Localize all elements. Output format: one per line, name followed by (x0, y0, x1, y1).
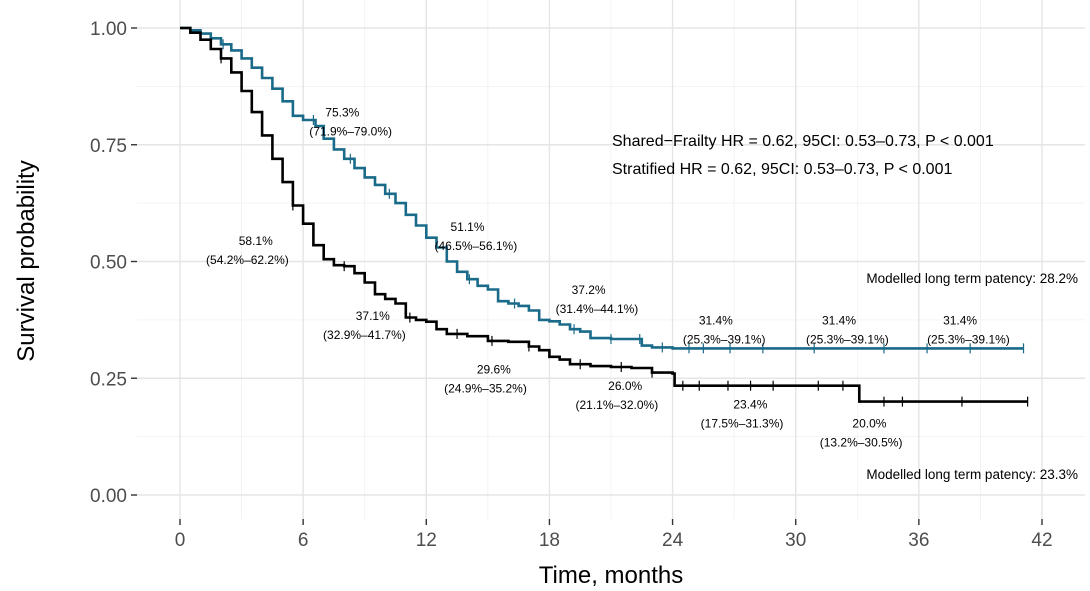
annotation-label: 37.2% (31.4%–44.1%) (556, 283, 639, 316)
grid (137, 0, 1085, 519)
x-tick-label: 18 (539, 530, 560, 551)
annotation-label: 75.3% (71.9%–79.0%) (309, 106, 392, 139)
annotation-ci: (24.9%–35.2%) (444, 382, 527, 396)
y-axis-title: Survival probability (13, 160, 40, 361)
y-tick-label: 1.00 (90, 19, 127, 40)
annotation-estimate: 29.6% (477, 363, 511, 377)
annotation-label: 20.0% (13.2%–30.5%) (820, 416, 903, 449)
annotation-label: 31.4% (25.3%–39.1%) (927, 314, 1010, 347)
annotation-estimate: 23.4% (733, 398, 767, 412)
annotation-estimate: 31.4% (822, 314, 856, 328)
annotation-ci: (31.4%–44.1%) (556, 302, 639, 316)
axes: 0 6 12 18 24 30 36 42 0.00 0.25 0.50 0.75 1.00 (90, 19, 1053, 551)
annotation-label: 31.4% (25.3%–39.1%) (683, 314, 766, 347)
y-tick-label: 0.00 (90, 486, 127, 507)
x-tick-label: 6 (298, 530, 309, 551)
x-tick-label: 12 (416, 530, 437, 551)
annotation-ci: (25.3%–39.1%) (806, 333, 889, 347)
annotation-estimate: 31.4% (943, 314, 977, 328)
y-tick-label: 0.75 (90, 136, 127, 157)
annotation-estimate: 58.1% (239, 234, 273, 248)
patency-note-2: Modelled long term patency: 23.3% (866, 467, 1078, 482)
annotation-ci: (46.5%–56.1%) (434, 239, 517, 253)
annotation-ci: (54.2%–62.2%) (206, 253, 289, 267)
annotation-label: 31.4% (25.3%–39.1%) (806, 314, 889, 347)
x-tick-label: 30 (785, 530, 806, 551)
x-tick-label: 0 (175, 530, 186, 551)
annotation-ci: (71.9%–79.0%) (309, 125, 392, 139)
annotation-ci: (17.5%–31.3%) (701, 417, 784, 431)
x-tick-label: 36 (908, 530, 929, 551)
annotation-label: 29.6% (24.9%–35.2%) (444, 363, 527, 396)
annotation-estimate: 31.4% (699, 314, 733, 328)
survival-curves (180, 26, 1029, 407)
survival-curve-2 (180, 26, 1028, 403)
annotation-ci: (25.3%–39.1%) (927, 333, 1010, 347)
annotation-label: 23.4% (17.5%–31.3%) (701, 398, 784, 431)
time-point-annotations: 75.3% (71.9%–79.0%) 58.1% (54.2%–62.2%) 51.1… (206, 106, 1078, 482)
y-tick-label: 0.50 (90, 253, 127, 274)
annotation-ci: (13.2%–30.5%) (820, 435, 903, 449)
annotation-estimate: 26.0% (608, 379, 642, 393)
annotation-ci: (21.1%–32.0%) (575, 398, 658, 412)
x-tick-label: 42 (1031, 530, 1052, 551)
annotation-ci: (32.9%–41.7%) (323, 328, 406, 342)
annotation-ci: (25.3%–39.1%) (683, 333, 766, 347)
annotation-estimate: 37.1% (356, 309, 390, 323)
stat-stratified: Stratified HR = 0.62, 95CI: 0.53–0.73, P… (612, 161, 952, 178)
patency-note-1: Modelled long term patency: 28.2% (866, 271, 1078, 286)
annotation-estimate: 51.1% (450, 220, 484, 234)
annotation-label: 37.1% (32.9%–41.7%) (323, 309, 406, 342)
annotation-label: 58.1% (54.2%–62.2%) (206, 234, 289, 267)
annotation-label: 51.1% (46.5%–56.1%) (434, 220, 517, 253)
y-tick-label: 0.25 (90, 369, 127, 390)
x-axis-title: Time, months (539, 562, 683, 589)
survival-curve-1 (180, 26, 1024, 350)
annotation-estimate: 75.3% (325, 106, 359, 120)
stat-shared-frailty: Shared−Frailty HR = 0.62, 95CI: 0.53–0.7… (612, 133, 994, 150)
annotation-estimate: 20.0% (852, 416, 886, 430)
annotation-label: 26.0% (21.1%–32.0%) (575, 379, 658, 412)
annotation-estimate: 37.2% (572, 283, 606, 297)
x-tick-label: 24 (662, 530, 684, 551)
